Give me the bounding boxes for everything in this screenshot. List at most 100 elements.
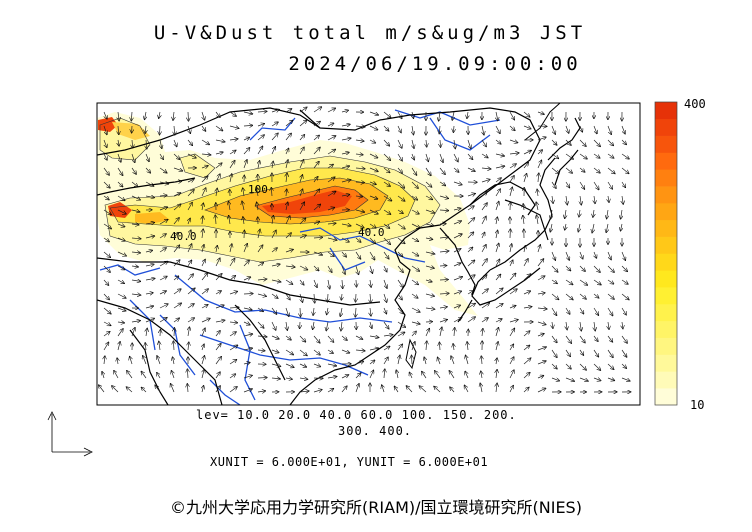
wind-arrow [523,274,531,281]
wind-arrow [593,139,600,146]
wind-arrow [117,153,121,162]
wind-arrow [552,195,553,203]
wind-arrow [126,387,133,393]
wind-arrow [271,378,280,379]
wind-arrow [258,161,260,169]
wind-arrow [117,322,124,323]
wind-arrow [229,139,238,140]
wind-arrow [397,332,405,337]
colorbar-frame [654,101,678,406]
wind-arrow [397,251,403,257]
wind-arrow [453,221,461,225]
wind-arrow [552,321,553,328]
wind-arrow [215,344,221,351]
wind-arrow [117,329,123,337]
colorbar-band [655,102,677,120]
wind-arrow [243,294,253,295]
wind-arrow [481,168,491,169]
wind-arrow [593,209,594,217]
wind-arrow [495,125,500,133]
wind-arrow [299,218,306,225]
wind-arrow [271,321,276,330]
wind-arrow [439,111,440,121]
wind-arrow [286,173,287,183]
wind-arrow [579,307,584,314]
wind-arrow [523,259,528,267]
wind-arrow [397,307,403,314]
wind-arrow [621,153,629,159]
wind-arrow [383,335,393,336]
wind-arrow [481,356,482,365]
wind-arrow [425,308,435,309]
wind-arrow [621,363,626,368]
wind-arrow [313,135,319,141]
wind-arrow [257,146,263,155]
wind-arrow [271,230,276,239]
wind-arrow [509,370,514,379]
wind-arrow [383,251,389,259]
wind-arrow [537,308,547,309]
wind-arrow [145,125,146,133]
wind-arrow [397,195,405,201]
wind-arrow [117,181,123,187]
wind-arrow [272,216,273,225]
wind-arrow [465,371,468,379]
wind-arrow [313,221,320,224]
contour-levels-line2: 300. 400. [338,424,413,438]
wind-arrow [509,164,516,169]
wind-arrow [215,163,222,169]
wind-arrow [187,260,192,267]
wind-arrow [313,251,322,255]
wind-arrow [117,279,124,283]
colorbar-band [655,337,677,355]
wind-arrow [439,266,447,267]
wind-arrow [523,111,530,117]
wind-arrow [271,350,279,353]
wind-arrow [593,293,599,298]
wind-arrow [271,122,278,127]
wind-arrow [285,293,290,300]
wind-arrow [257,202,258,211]
wind-arrow [397,223,405,229]
wind-arrow [397,139,402,148]
wind-arrow [467,232,474,239]
wind-arrow [159,291,166,294]
wind-arrow [397,293,402,300]
wind-arrow [383,223,390,228]
wind-arrow [369,370,374,379]
wind-arrow [131,181,138,187]
wind-arrow [102,372,104,379]
wind-arrow [453,305,460,308]
wind-arrow [327,123,334,126]
colorbar-band [655,270,677,288]
wind-arrow [103,293,109,300]
wind-arrow [411,167,417,175]
wind-arrow [565,363,571,369]
wind-arrow [537,215,539,225]
wind-arrow [215,215,216,225]
wind-arrow [300,175,303,183]
wind-arrow [215,386,220,393]
wind-arrow [145,318,154,323]
wind-arrow [406,386,413,393]
wind-arrow [383,181,390,186]
wind-arrow [509,273,516,281]
wind-arrow [370,293,371,303]
wind-arrow [551,153,559,159]
wind-arrow [495,243,499,253]
colorbar-band [655,354,677,372]
wind-arrow [467,317,475,323]
wind-arrow [621,209,622,219]
wind-arrow [621,335,627,343]
wind-arrow [131,280,141,281]
wind-arrow [202,229,203,239]
wind-arrow [187,288,195,295]
wind-arrow [537,347,546,351]
wind-arrow [551,181,556,188]
wind-arrow [201,139,209,145]
wind-arrow [481,289,488,295]
wind-arrow [565,377,574,381]
wind-arrow [411,293,418,298]
wind-arrow [607,265,614,272]
wind-arrow [523,373,530,379]
